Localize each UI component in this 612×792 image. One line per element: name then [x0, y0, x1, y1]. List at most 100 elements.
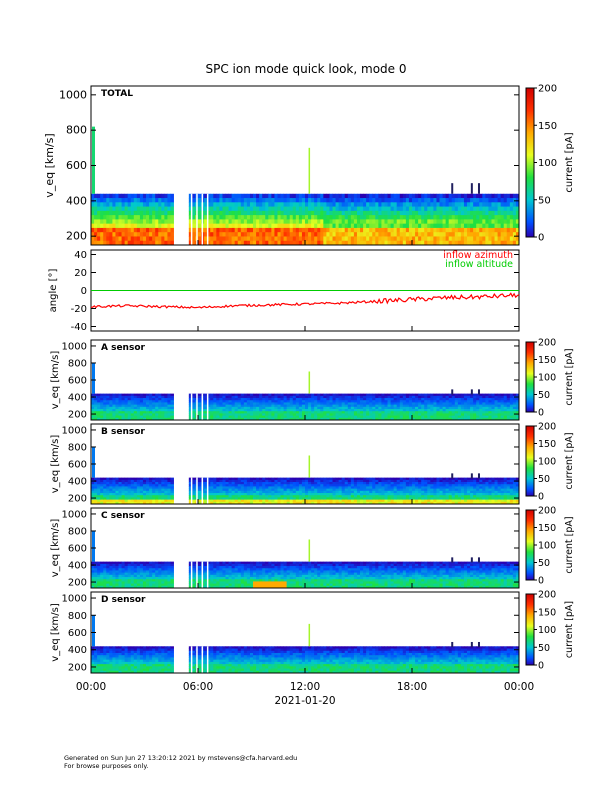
- heatmap-cell: [127, 409, 132, 412]
- heatmap-cell: [301, 210, 306, 216]
- heatmap-cell: [350, 227, 355, 233]
- heatmap-cell: [204, 490, 208, 494]
- heatmap-cell: [136, 227, 141, 233]
- heatmap-cell: [91, 402, 95, 406]
- heatmap-cell: [289, 193, 294, 199]
- heatmap-cell: [106, 495, 110, 498]
- heatmap-cell: [479, 479, 483, 483]
- heatmap-cell: [170, 232, 174, 237]
- heatmap-cell: [265, 198, 269, 203]
- heatmap-cell: [142, 479, 147, 483]
- heatmap-cell: [280, 411, 284, 414]
- heatmap-cell: [482, 210, 486, 216]
- heatmap-cell: [421, 488, 425, 492]
- heatmap-cell: [121, 198, 126, 203]
- heatmap-cell: [225, 236, 229, 242]
- heatmap-cell: [243, 223, 248, 229]
- heatmap-cell: [396, 227, 401, 233]
- heatmap-cell: [146, 232, 150, 237]
- heatmap-cell: [457, 479, 462, 483]
- heatmap-cell: [256, 477, 260, 481]
- heatmap-cell: [118, 193, 122, 199]
- heatmap-cell: [332, 210, 336, 216]
- heatmap-cell: [249, 490, 254, 494]
- heatmap-cell: [301, 215, 306, 220]
- heatmap-cell: [439, 406, 443, 410]
- heatmap-cell: [207, 400, 211, 403]
- heatmap-cell: [265, 493, 269, 496]
- heatmap-cell: [454, 193, 459, 199]
- heatmap-cell: [485, 232, 489, 237]
- heatmap-cell: [412, 232, 416, 237]
- heatmap-cell: [234, 223, 239, 229]
- heatmap-cell: [482, 215, 486, 220]
- heatmap-cell: [207, 417, 211, 421]
- heatmap-cell: [170, 395, 174, 399]
- heatmap-cell: [467, 411, 471, 414]
- heatmap-cell: [188, 236, 193, 242]
- heatmap-cell: [491, 219, 495, 225]
- heatmap-cell: [103, 232, 107, 237]
- heatmap-cell: [363, 484, 367, 487]
- heatmap-cell: [265, 202, 269, 207]
- heatmap-cell: [127, 490, 132, 494]
- heatmap-cell: [341, 193, 346, 199]
- heatmap-cell: [381, 395, 385, 399]
- heatmap-cell: [283, 411, 288, 414]
- heatmap-cell: [344, 206, 349, 212]
- heatmap-cell: [427, 495, 431, 498]
- heatmap-cell: [268, 223, 272, 229]
- heatmap-cell: [158, 482, 162, 485]
- heatmap-cell: [433, 415, 437, 419]
- heatmap-cell: [338, 413, 343, 416]
- heatmap-cell: [219, 404, 223, 408]
- colorbar-tick-label: 0: [538, 233, 544, 244]
- heatmap-cell: [106, 497, 110, 500]
- heatmap-cell: [213, 482, 217, 485]
- heatmap-cell: [320, 413, 324, 416]
- heatmap-cell: [127, 215, 132, 220]
- heatmap-cell: [191, 232, 196, 237]
- heatmap-cell: [393, 501, 398, 505]
- heatmap-cell: [323, 495, 327, 498]
- heatmap-cell: [253, 227, 257, 233]
- heatmap-cell: [136, 417, 141, 421]
- heatmap-cell: [418, 210, 422, 216]
- heatmap-cell: [219, 395, 223, 399]
- heatmap-cell: [112, 499, 116, 503]
- heatmap-cell: [460, 413, 465, 416]
- heatmap-cell: [115, 477, 119, 481]
- heatmap-cell: [463, 206, 468, 212]
- heatmap-cell: [188, 215, 193, 220]
- heatmap-cell: [390, 482, 395, 485]
- heatmap-cell: [347, 402, 352, 406]
- heatmap-cell: [133, 240, 138, 246]
- heatmap-cell: [216, 495, 220, 498]
- heatmap-cell: [366, 482, 370, 485]
- heatmap-cell: [164, 413, 168, 416]
- heatmap-cell: [436, 202, 440, 207]
- heatmap-cell: [94, 415, 98, 419]
- heatmap-cell: [384, 486, 388, 490]
- heatmap-cell: [295, 206, 300, 212]
- heatmap-cell: [317, 488, 321, 492]
- heatmap-cell: [106, 404, 110, 408]
- heatmap-cell: [387, 486, 391, 490]
- heatmap-cell: [402, 395, 407, 399]
- heatmap-cell: [109, 406, 113, 410]
- heatmap-cell: [451, 400, 456, 403]
- heatmap-cell: [314, 402, 318, 406]
- heatmap-cell: [262, 486, 266, 490]
- heatmap-cell: [240, 488, 245, 492]
- heatmap-cell: [311, 409, 315, 412]
- heatmap-cell: [207, 486, 211, 490]
- heatmap-cell: [286, 210, 291, 216]
- heatmap-cell: [311, 219, 315, 225]
- heatmap-cell: [295, 193, 300, 199]
- heatmap-cell: [231, 486, 236, 490]
- heatmap-cell: [341, 486, 346, 490]
- heatmap-cell: [262, 402, 266, 406]
- heatmap-cell: [118, 490, 122, 494]
- heatmap-cell: [152, 497, 156, 500]
- heatmap-cell: [280, 413, 284, 416]
